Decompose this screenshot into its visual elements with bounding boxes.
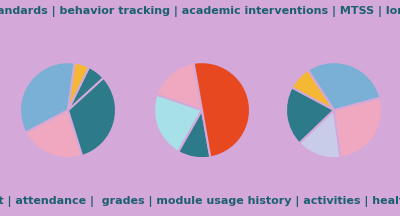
Wedge shape	[286, 87, 334, 143]
Wedge shape	[299, 110, 340, 158]
Wedge shape	[308, 62, 380, 110]
Wedge shape	[334, 98, 382, 158]
Wedge shape	[68, 67, 104, 110]
Wedge shape	[68, 63, 89, 110]
Wedge shape	[292, 70, 334, 110]
Wedge shape	[154, 95, 202, 152]
Wedge shape	[20, 62, 75, 133]
Wedge shape	[194, 62, 250, 157]
Wedge shape	[68, 78, 116, 156]
Wedge shape	[26, 110, 82, 158]
Wedge shape	[156, 63, 202, 110]
Text: el standards | behavior tracking | academic interventions | MTSS | long te: el standards | behavior tracking | acade…	[0, 6, 400, 17]
Wedge shape	[178, 110, 210, 158]
Text: llment | attendance |  grades | module usage history | activities | health | sc: llment | attendance | grades | module us…	[0, 196, 400, 207]
